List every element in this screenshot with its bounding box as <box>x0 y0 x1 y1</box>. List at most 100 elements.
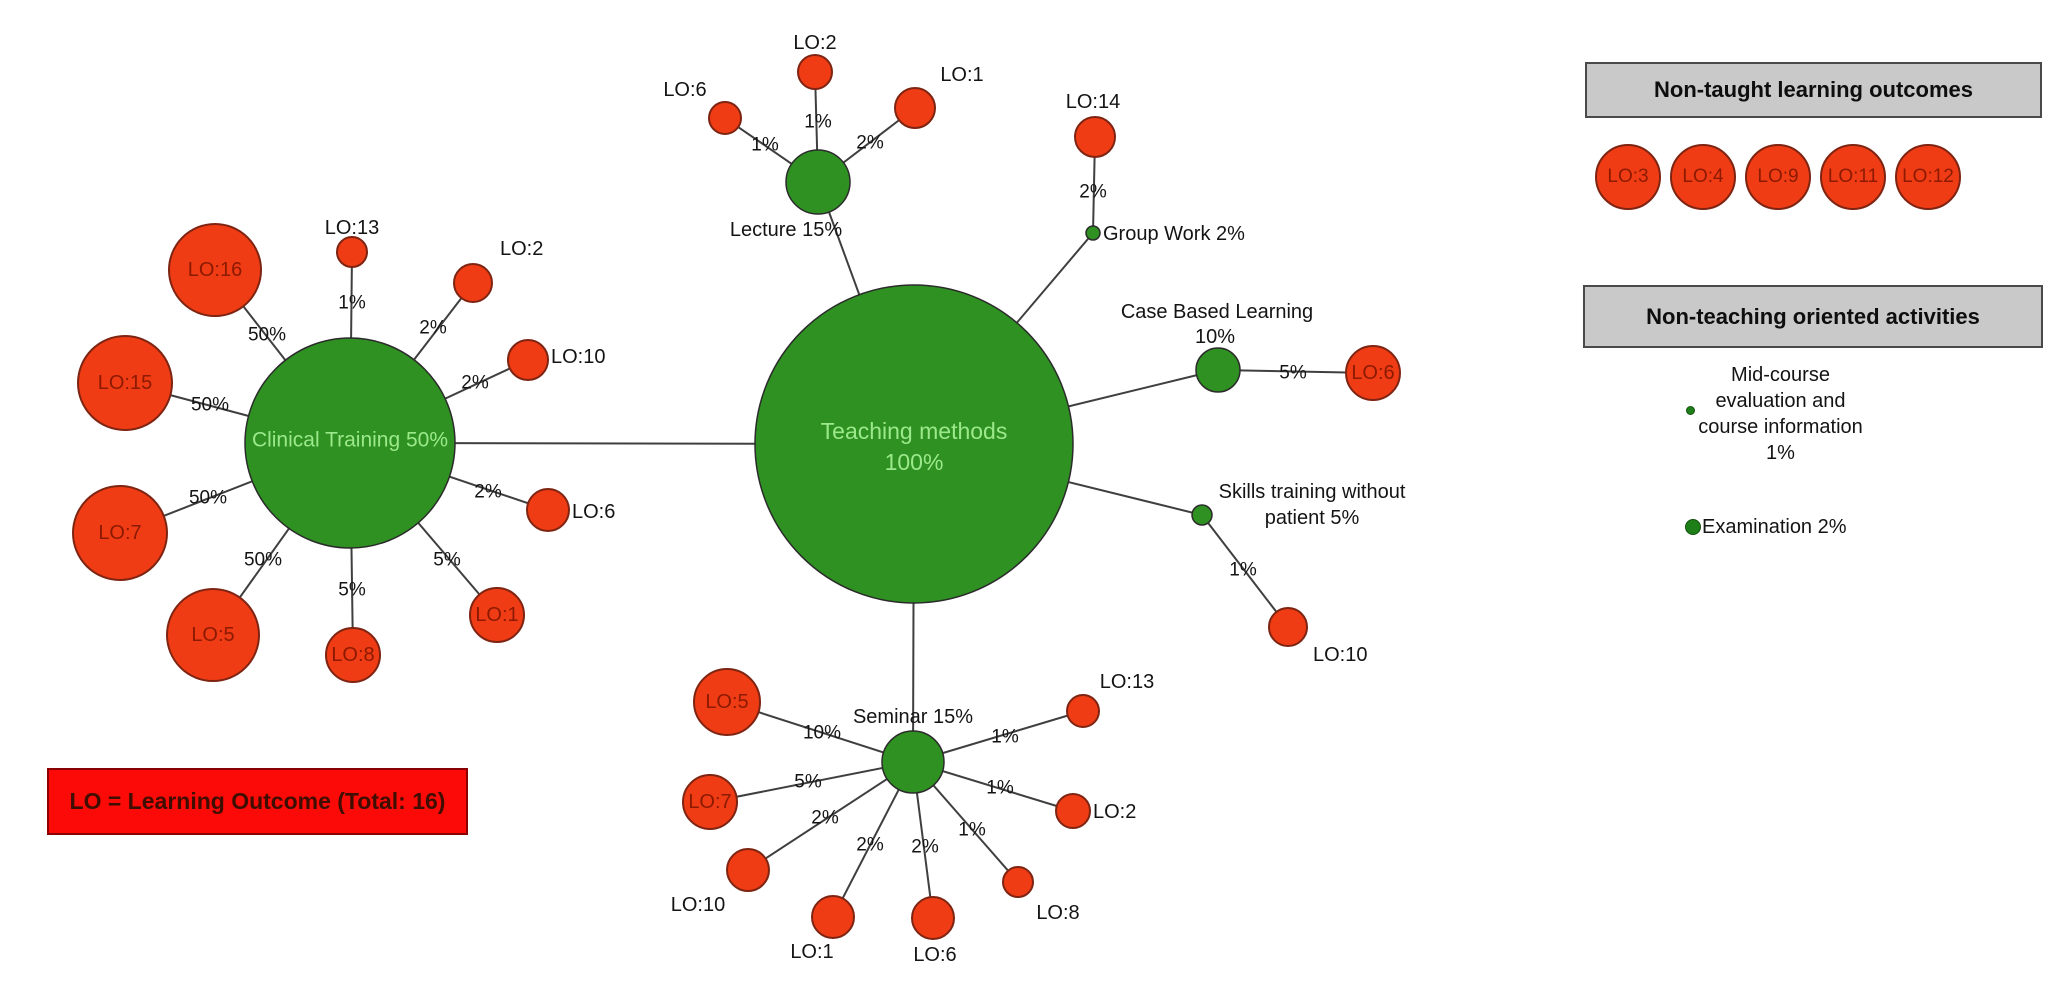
seminar-lo2-pct-label: 1% <box>986 778 1014 799</box>
lecture-lo6-label: LO:6 <box>663 79 706 101</box>
node-clinical-training-lo10 <box>507 339 549 381</box>
node-seminar-lo7 <box>682 774 738 830</box>
non-taught-lo-row: LO:3 LO:4 LO:9 LO:11 LO:12 <box>1595 144 1961 210</box>
non-taught-lo-4: LO:4 <box>1670 144 1736 210</box>
clinical-training-lo1-pct-label: 5% <box>433 550 461 571</box>
group-work-lo14-pct-label: 2% <box>1079 182 1107 203</box>
seminar-lo13-pct-label: 1% <box>991 727 1019 748</box>
clinical-training-lo15-label: LO:15 <box>98 372 152 394</box>
node-teaching-methods <box>754 284 1074 604</box>
clinical-training-lo6-pct-label: 2% <box>474 482 502 503</box>
clinical-training-label: Clinical Training 50% <box>252 429 448 452</box>
seminar-lo7-pct-label: 5% <box>794 772 822 793</box>
group-work-lo14-label: LO:14 <box>1066 91 1120 113</box>
clinical-training-lo5-pct-label: 50% <box>244 550 282 571</box>
node-seminar-lo5 <box>693 668 761 736</box>
mid-course-dot-icon <box>1686 406 1695 415</box>
clinical-training-lo2-label: LO:2 <box>500 238 543 260</box>
clinical-training-lo1-label: LO:1 <box>475 604 518 626</box>
clinical-training-lo10-pct-label: 2% <box>461 373 489 394</box>
node-layer <box>72 54 1401 940</box>
seminar-lo1-label: LO:1 <box>790 941 833 963</box>
node-clinical-training-lo1 <box>469 587 525 643</box>
seminar-lo2-label: LO:2 <box>1093 801 1136 823</box>
case-based-learning-label: Case Based Learning <box>1121 301 1313 323</box>
non-teaching-panel-header: Non-teaching oriented activities <box>1583 285 2043 348</box>
clinical-training-lo8-pct-label: 5% <box>338 580 366 601</box>
node-seminar-lo6 <box>911 896 955 940</box>
lecture-lo1-pct-label: 2% <box>856 133 884 154</box>
seminar-lo10-pct-label: 2% <box>811 808 839 829</box>
node-clinical-training-lo2 <box>453 263 493 303</box>
seminar-lo6-label: LO:6 <box>913 944 956 966</box>
label-layer: Teaching methods 100% Clinical Training 50… <box>98 32 1406 966</box>
non-taught-lo-9: LO:9 <box>1745 144 1811 210</box>
teaching-methods-label: Teaching methods <box>821 418 1008 444</box>
node-skills-training-without-patient-lo10 <box>1268 607 1308 647</box>
seminar-lo6-pct-label: 2% <box>911 837 939 858</box>
node-clinical-training-lo16 <box>168 223 262 317</box>
lo-legend-text: LO = Learning Outcome (Total: 16) <box>69 788 446 814</box>
node-lecture-lo1 <box>894 87 936 129</box>
seminar-lo7-label: LO:7 <box>688 791 731 813</box>
clinical-training-lo7-pct-label: 50% <box>189 488 227 509</box>
seminar-lo8-label: LO:8 <box>1036 902 1079 924</box>
clinical-training-lo13-label: LO:13 <box>325 217 379 239</box>
node-seminar <box>881 730 945 794</box>
non-teaching-panel-title: Non-teaching oriented activities <box>1646 303 1980 329</box>
examination-label: Examination 2% <box>1702 516 1847 538</box>
non-taught-panel-header: Non-taught learning outcomes <box>1585 62 2042 118</box>
group-work-label: Group Work 2% <box>1103 223 1245 245</box>
clinical-training-lo5-label: LO:5 <box>191 624 234 646</box>
node-seminar-lo8 <box>1002 866 1034 898</box>
lecture-lo6-pct-label: 1% <box>751 135 779 156</box>
non-taught-lo-3: LO:3 <box>1595 144 1661 210</box>
node-case-based-learning-lo6 <box>1345 345 1401 401</box>
case-based-learning-lo6-label: LO:6 <box>1351 362 1394 384</box>
seminar-lo5-pct-label: 10% <box>803 723 841 744</box>
non-taught-lo-12: LO:12 <box>1895 144 1961 210</box>
seminar-lo1-pct-label: 2% <box>856 835 884 856</box>
clinical-training-lo2-pct-label: 2% <box>419 318 447 339</box>
node-seminar-lo10 <box>726 848 770 892</box>
seminar-lo8-pct-label: 1% <box>958 820 986 841</box>
node-seminar-lo1 <box>811 895 855 939</box>
clinical-training-lo15-pct-label: 50% <box>191 395 229 416</box>
skills-training-without-patient-label: patient 5% <box>1265 507 1360 529</box>
skills-training-without-patient-lo10-label: LO:10 <box>1313 644 1367 666</box>
mid-course-line-3: course information <box>1698 416 1863 438</box>
node-group-work <box>1085 225 1101 241</box>
non-taught-lo-11: LO:11 <box>1820 144 1886 210</box>
mid-course-line-4: 1% <box>1766 442 1795 464</box>
clinical-training-lo16-pct-label: 50% <box>248 325 286 346</box>
seminar-label: Seminar 15% <box>853 706 973 728</box>
teaching-methods-label: 100% <box>885 449 944 475</box>
edge-skills-training-without-patient-lo10 <box>1201 514 1289 628</box>
node-clinical-training-lo8 <box>325 627 381 683</box>
node-group-work-lo14 <box>1074 116 1116 158</box>
examination-dot-icon <box>1685 519 1701 535</box>
skills-training-without-patient-lo10-pct-label: 1% <box>1229 560 1257 581</box>
case-based-learning-label: 10% <box>1195 326 1235 348</box>
node-skills-training-without-patient <box>1191 504 1213 526</box>
node-lecture-lo2 <box>797 54 833 90</box>
mid-course-line-2: evaluation and <box>1715 390 1846 412</box>
node-lecture <box>785 149 851 215</box>
clinical-training-lo7-label: LO:7 <box>98 522 141 544</box>
non-taught-panel-title: Non-taught learning outcomes <box>1654 77 1973 102</box>
edge-seminar-lo7 <box>709 761 914 803</box>
lecture-lo2-pct-label: 1% <box>804 112 832 133</box>
clinical-training-lo16-label: LO:16 <box>188 259 242 281</box>
clinical-training-lo8-label: LO:8 <box>331 644 374 666</box>
skills-training-without-patient-label: Skills training without <box>1219 481 1406 503</box>
node-clinical-training-lo15 <box>77 335 173 431</box>
seminar-lo10-label: LO:10 <box>671 894 725 916</box>
node-seminar-lo13 <box>1066 694 1100 728</box>
clinical-training-lo6-label: LO:6 <box>572 501 615 523</box>
lo-legend-box: LO = Learning Outcome (Total: 16) <box>47 768 468 835</box>
seminar-lo5-label: LO:5 <box>705 691 748 713</box>
node-seminar-lo2 <box>1055 793 1091 829</box>
node-clinical-training-lo7 <box>72 485 168 581</box>
